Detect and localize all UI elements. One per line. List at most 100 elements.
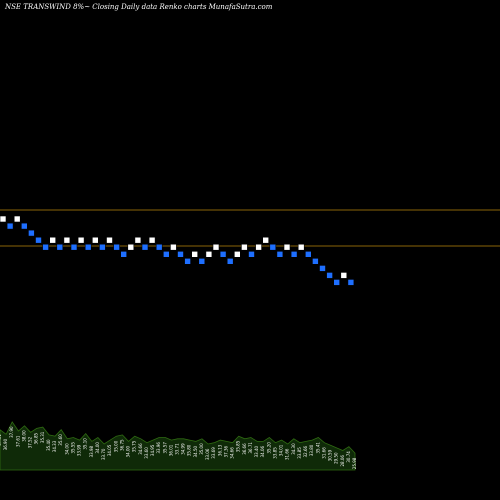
- volume-label: 35.57: [162, 442, 167, 454]
- renko-brick-up: [262, 236, 270, 244]
- renko-brick-down: [28, 229, 35, 237]
- volume-label: 37.36: [224, 445, 229, 457]
- renko-brick-down: [326, 272, 333, 279]
- volume-label: 33.60: [144, 447, 149, 459]
- renko-brick-down: [198, 257, 206, 265]
- volume-label: 34.01: [279, 444, 284, 456]
- volume-label: 33.85: [272, 447, 277, 459]
- volume-label: 36.66: [242, 443, 247, 455]
- renko-brick-down: [219, 251, 227, 258]
- volume-label: 31.66: [321, 447, 326, 459]
- renko-brick-down: [184, 257, 191, 265]
- renko-brick-down: [226, 257, 234, 265]
- renko-brick-up: [283, 243, 291, 251]
- volume-label: 35.60: [58, 434, 63, 446]
- volume-label: 35.40: [46, 439, 51, 451]
- volume-label: 33.70: [101, 448, 106, 460]
- renko-brick-up: [191, 251, 198, 258]
- renko-brick-up: [106, 236, 113, 244]
- volume-label: 25.98: [352, 457, 357, 469]
- renko-brick-up: [127, 243, 135, 251]
- volume-label: 34.33: [52, 440, 57, 452]
- renko-brick-down: [6, 222, 14, 230]
- renko-brick-down: [113, 243, 120, 251]
- volume-label: 33.80: [309, 444, 314, 456]
- renko-brick-down: [163, 251, 170, 258]
- renko-brick-down: [269, 243, 277, 251]
- renko-brick-up: [234, 251, 241, 258]
- renko-brick-down: [276, 251, 284, 258]
- volume-label: 34.30: [291, 443, 296, 455]
- renko-brick-down: [84, 243, 92, 251]
- renko-brick-down: [120, 251, 127, 258]
- volume-area-fill: [0, 421, 356, 471]
- renko-brick-up: [0, 215, 7, 223]
- renko-brick-up: [212, 243, 220, 251]
- volume-label: 33.98: [89, 445, 94, 457]
- renko-bricks: [0, 215, 355, 286]
- volume-label: 29.50: [334, 452, 339, 464]
- volume-label: 28.06: [340, 455, 345, 467]
- volume-area: [0, 421, 356, 471]
- volume-label: 33.85: [297, 447, 302, 459]
- volume-label: 35.80: [187, 444, 192, 456]
- renko-brick-up: [170, 243, 177, 251]
- volume-label: 36.71: [248, 442, 253, 454]
- volume-label: 32.66: [303, 445, 308, 457]
- volume-label: 35.41: [315, 442, 320, 454]
- renko-brick-up: [148, 236, 156, 244]
- volume-label: 34.00: [95, 442, 100, 454]
- renko-brick-up: [13, 215, 21, 223]
- renko-brick-up: [77, 236, 85, 244]
- volume-label: 30.74: [346, 451, 351, 463]
- volume-label: 36.90: [3, 438, 8, 450]
- volume-label: 33.69: [211, 447, 216, 459]
- renko-brick-up: [63, 236, 71, 244]
- renko-brick-down: [155, 243, 163, 251]
- renko-brick-down: [177, 251, 184, 258]
- renko-brick-down: [20, 222, 28, 230]
- volume-label: 35.00: [199, 443, 204, 455]
- volume-label: 35.00: [113, 440, 118, 452]
- volume-label: 33.71: [175, 443, 180, 455]
- volume-label: 30.59: [328, 449, 333, 461]
- volume-label: 34.00: [64, 443, 69, 455]
- volume-label: 34.95: [150, 444, 155, 456]
- volume-label: 36.13: [217, 444, 222, 456]
- volume-label: 34.66: [230, 447, 235, 459]
- volume-label: 37.61: [15, 435, 20, 447]
- renko-brick-down: [141, 243, 149, 251]
- renko-brick-up: [297, 243, 305, 251]
- volume-label: 36.01: [168, 444, 173, 456]
- volume-label: 37.52: [28, 436, 33, 448]
- volume-label: 31.66: [285, 448, 290, 460]
- volume-label: 34.06: [260, 445, 265, 457]
- volume-label: 37.31: [0, 434, 2, 446]
- renko-brick-down: [248, 251, 255, 258]
- renko-brick-down: [304, 251, 312, 258]
- volume-label: 35.55: [70, 442, 75, 454]
- renko-brick-up: [134, 236, 142, 244]
- renko-brick-down: [56, 243, 64, 251]
- volume-label: 35.75: [132, 440, 137, 452]
- chart-title: NSE TRANSWIND 8%~ Closing Daily data Ren…: [5, 3, 273, 11]
- renko-brick-down: [70, 243, 78, 251]
- renko-brick-down: [319, 265, 326, 272]
- volume-label: 34.05: [107, 444, 112, 456]
- renko-brick-up: [340, 272, 348, 279]
- volume-label: 36.75: [119, 439, 124, 451]
- volume-label: 35.10: [83, 438, 88, 450]
- volume-label: 34.99: [181, 443, 186, 455]
- volume-label: 35.85: [236, 440, 241, 452]
- volume-label: 34.00: [126, 445, 131, 457]
- volume-label: 33.96: [156, 442, 161, 454]
- volume-label: 33.06: [205, 448, 210, 460]
- volume-label: 33.40: [254, 445, 259, 457]
- renko-brick-up: [49, 236, 57, 244]
- renko-brick-up: [92, 236, 99, 244]
- volume-label: 33.99: [77, 444, 82, 456]
- volume-label: 37.90: [9, 426, 14, 438]
